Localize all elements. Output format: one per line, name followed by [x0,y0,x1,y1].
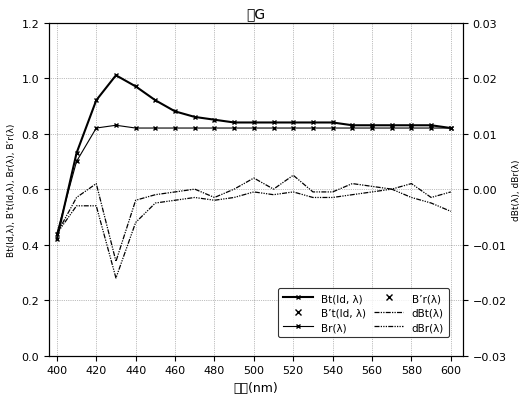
Y-axis label: dBt(λ), dBr(λ): dBt(λ), dBr(λ) [512,159,521,220]
Title: 紙G: 紙G [246,7,266,21]
X-axis label: 波長(nm): 波長(nm) [233,381,278,394]
Y-axis label: Bt(Id,λ), B’t(Id,λ), Br(λ), B’r(λ): Bt(Id,λ), B’t(Id,λ), Br(λ), B’r(λ) [7,123,16,256]
Legend: Bt(Id, λ), B’t(Id, λ), Br(λ), B’r(λ), dBt(λ), dBr(λ): Bt(Id, λ), B’t(Id, λ), Br(λ), B’r(λ), dB… [278,288,449,337]
